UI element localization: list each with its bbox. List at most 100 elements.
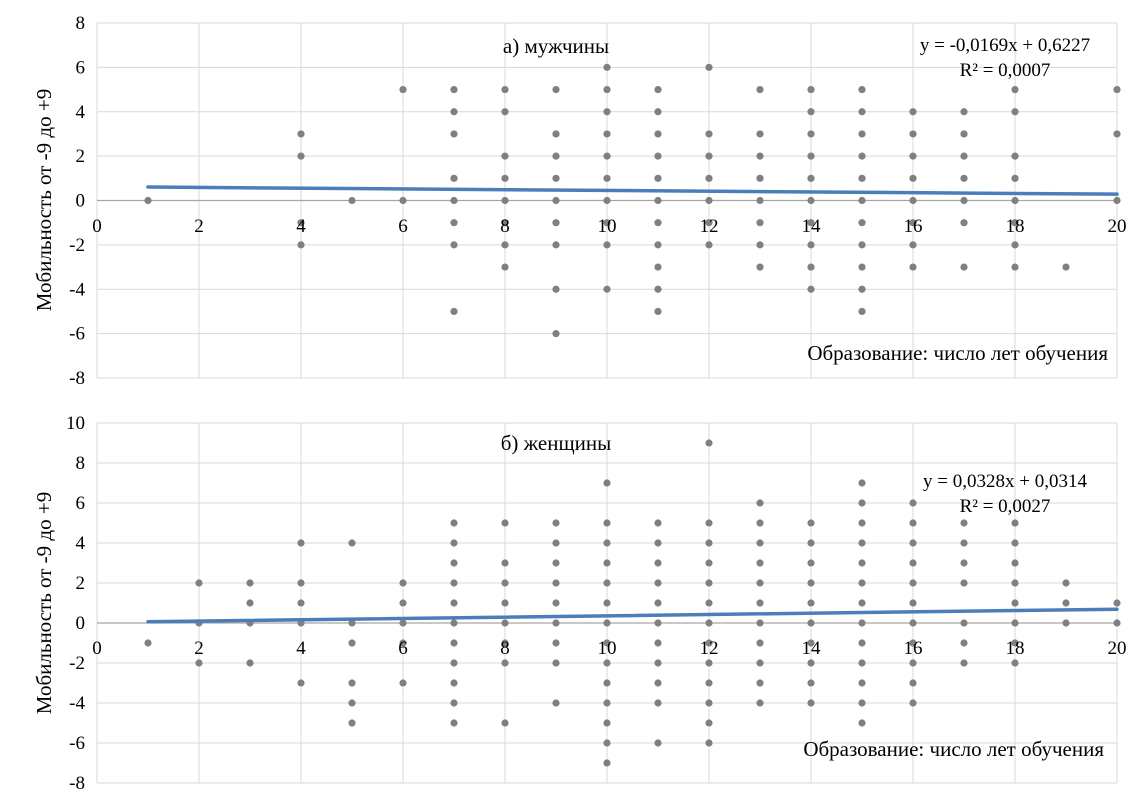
scatter-point xyxy=(603,196,611,205)
scatter-point xyxy=(348,619,356,627)
scatter-point xyxy=(195,659,203,667)
scatter-point xyxy=(1011,639,1019,647)
scatter-point xyxy=(552,699,560,707)
scatter-point xyxy=(603,639,611,647)
scatter-point xyxy=(450,639,458,647)
scatter-point xyxy=(603,479,611,487)
scatter-point xyxy=(144,639,152,647)
scatter-point xyxy=(552,285,560,293)
scatter-point xyxy=(603,659,611,667)
scatter-point xyxy=(1062,579,1070,587)
scatter-point xyxy=(807,639,815,647)
scatter-point xyxy=(909,152,917,160)
scatter-point xyxy=(501,519,509,527)
x-tick-label: 16 xyxy=(904,638,923,659)
y-axis-title-men: Мобильность от -9 до +9 xyxy=(32,89,56,311)
scatter-point xyxy=(756,499,764,507)
scatter-point xyxy=(450,619,458,627)
scatter-point xyxy=(705,739,713,747)
y-tick-label: 4 xyxy=(76,533,86,554)
scatter-point xyxy=(909,699,917,707)
scatter-point xyxy=(858,285,866,293)
scatter-point xyxy=(807,219,815,227)
x-tick-label: 0 xyxy=(92,638,102,659)
scatter-point xyxy=(960,196,968,205)
scatter-point xyxy=(807,579,815,587)
scatter-point xyxy=(603,539,611,547)
scatter-point xyxy=(756,196,764,205)
y-tick-label: 10 xyxy=(66,413,85,434)
chart-panel-women: б) женщины y = 0,0328x + 0,0314 R² = 0,0… xyxy=(32,413,1127,789)
y-tick-label: -6 xyxy=(69,324,85,345)
x-tick-label: 2 xyxy=(194,638,204,659)
scatter-point xyxy=(960,579,968,587)
scatter-point xyxy=(450,130,458,138)
scatter-point xyxy=(246,659,254,667)
y-tick-label: 6 xyxy=(76,57,86,78)
scatter-point xyxy=(1062,599,1070,607)
scatter-point xyxy=(399,619,407,627)
scatter-point xyxy=(552,196,560,205)
scatter-point xyxy=(654,599,662,607)
scatter-point xyxy=(603,285,611,293)
scatter-point xyxy=(603,519,611,527)
scatter-point xyxy=(552,130,560,138)
scatter-point xyxy=(552,579,560,587)
scatter-point xyxy=(654,699,662,707)
scatter-point xyxy=(1011,219,1019,227)
scatter-point xyxy=(705,219,713,227)
scatter-point xyxy=(858,241,866,249)
scatter-point xyxy=(858,196,866,205)
scatter-point xyxy=(807,599,815,607)
scatter-point xyxy=(552,619,560,627)
scatter-point xyxy=(399,599,407,607)
scatter-point xyxy=(858,219,866,227)
scatter-point xyxy=(909,639,917,647)
trendline-equation-women: y = 0,0328x + 0,0314 xyxy=(923,471,1087,492)
scatter-point xyxy=(1113,130,1121,138)
scatter-point xyxy=(705,579,713,587)
scatter-point xyxy=(654,263,662,271)
scatter-point xyxy=(450,174,458,182)
scatter-point xyxy=(450,108,458,116)
scatter-point xyxy=(399,579,407,587)
scatter-point xyxy=(858,699,866,707)
scatter-point xyxy=(552,519,560,527)
trendline-men xyxy=(146,185,1119,196)
x-tick-label: 4 xyxy=(296,216,306,237)
scatter-point xyxy=(501,619,509,627)
scatter-point xyxy=(501,219,509,227)
scatter-point xyxy=(501,241,509,249)
scatter-point xyxy=(705,639,713,647)
scatter-point xyxy=(552,639,560,647)
scatter-point xyxy=(399,196,407,205)
scatter-point xyxy=(858,85,866,94)
scatter-point xyxy=(603,130,611,138)
scatter-point xyxy=(705,559,713,567)
x-tick-label: 4 xyxy=(296,638,306,659)
scatter-point xyxy=(501,263,509,271)
scatter-point xyxy=(756,263,764,271)
scatter-point xyxy=(603,559,611,567)
r-squared-women: R² = 0,0027 xyxy=(960,496,1051,517)
scatter-point xyxy=(297,241,305,249)
scatter-point xyxy=(603,699,611,707)
scatter-point xyxy=(552,330,560,338)
scatter-point xyxy=(552,539,560,547)
scatter-point xyxy=(807,285,815,293)
scatter-point xyxy=(501,719,509,727)
scatter-point xyxy=(858,679,866,687)
scatter-point xyxy=(960,174,968,182)
x-tick-label: 0 xyxy=(92,216,102,237)
scatter-point xyxy=(858,519,866,527)
x-tick-label: 12 xyxy=(700,638,719,659)
scatter-point xyxy=(858,130,866,138)
scatter-point xyxy=(1011,241,1019,249)
scatter-point xyxy=(450,659,458,667)
y-axis-title-women: Мобильность от -9 до +9 xyxy=(32,492,56,714)
scatter-point xyxy=(654,241,662,249)
scatter-point xyxy=(552,241,560,249)
y-tick-label: 2 xyxy=(76,146,86,167)
scatter-point xyxy=(1011,152,1019,160)
